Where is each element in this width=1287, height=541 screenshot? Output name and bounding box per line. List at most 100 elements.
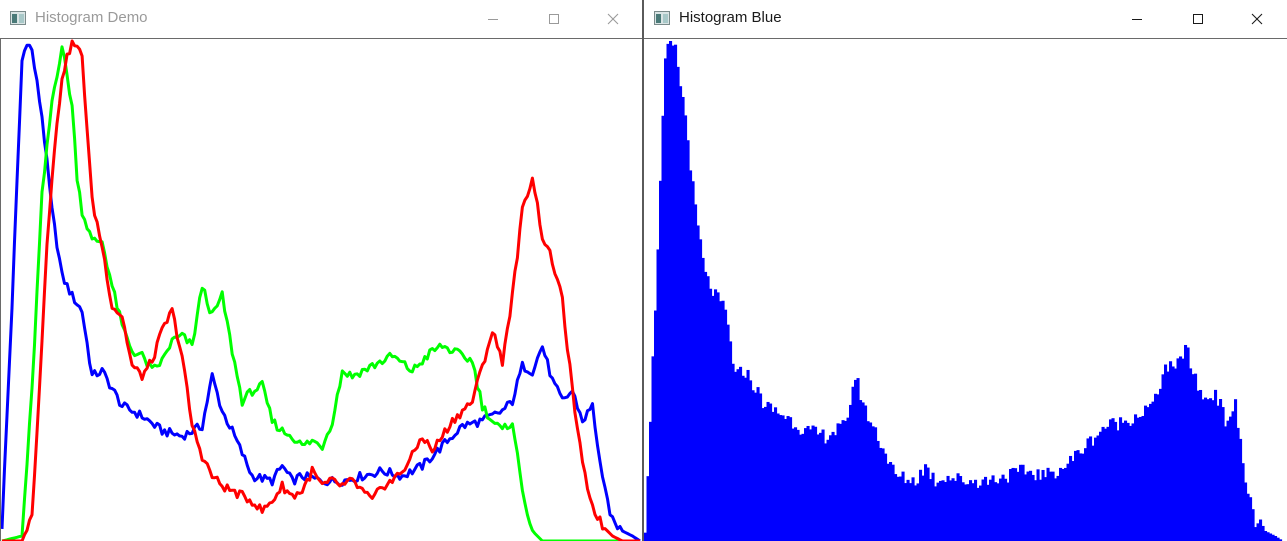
histogram-bar [681,96,685,541]
histogram-bar [1231,411,1235,541]
close-button[interactable] [1234,0,1280,37]
histogram-bar [1181,358,1185,541]
histogram-bar [901,471,905,541]
histogram-bar [669,41,673,541]
histogram-bar [831,431,835,541]
histogram-bar [734,371,738,541]
histogram-bar [721,300,725,541]
histogram-bar [1266,532,1270,541]
histogram-bar [866,421,870,541]
histogram-demo-titlebar[interactable]: Histogram Demo [0,0,642,37]
histogram-bar [861,402,865,541]
histogram-bar [1119,417,1123,541]
window-divider [641,0,644,541]
histogram-bar [1029,470,1033,541]
histogram-bar [1111,418,1115,541]
close-button[interactable] [590,0,636,37]
histogram-bar [834,435,838,541]
histogram-bar [1049,471,1053,541]
histogram-bar [839,423,843,541]
histogram-bar [666,43,670,541]
histogram-bar [664,58,668,541]
histogram-bar [751,390,755,541]
histogram-bar [919,469,923,541]
histogram-bar [989,479,993,541]
histogram-bar [796,429,800,541]
maximize-button[interactable] [1175,0,1221,37]
histogram-bar [706,276,710,541]
histogram-blue-window[interactable]: Histogram Blue [644,0,1287,541]
histogram-bar [931,472,935,541]
histogram-bar [1061,468,1065,541]
close-icon [1251,13,1263,24]
histogram-bar [811,425,815,541]
histogram-bar [789,417,793,541]
histogram-bar [954,480,958,541]
histogram-bar [1196,390,1200,541]
histogram-bar [946,475,950,541]
histogram-bar [716,292,720,541]
histogram-bar [1224,426,1228,541]
histogram-bar [1044,477,1048,541]
histogram-bar [1226,420,1230,541]
histogram-bar [1006,482,1010,541]
minimize-button[interactable] [470,0,516,37]
histogram-bar [921,475,925,541]
histogram-bar [1236,427,1240,541]
histogram-bar [1264,531,1268,541]
histogram-bar [909,483,913,541]
histogram-bar [691,181,695,541]
histogram-bar [1234,399,1238,541]
minimize-icon [488,18,498,20]
histogram-bar [754,392,758,541]
histogram-bar [1039,479,1043,541]
histogram-line-series-2 [2,39,640,541]
histogram-bar [1194,373,1198,541]
histogram-bar [724,309,728,541]
histogram-bar [1081,453,1085,541]
histogram-bar [1189,368,1193,541]
histogram-bar [1089,436,1093,541]
histogram-bar [1134,414,1138,541]
window-title: Histogram Blue [679,9,782,26]
histogram-bar [1161,374,1165,541]
histogram-bar [941,480,945,541]
blue-histogram-bars [644,41,1283,541]
histogram-bar [726,324,730,541]
histogram-bar [844,420,848,541]
histogram-bar [1144,405,1148,541]
histogram-bar [674,44,678,541]
histogram-bar [649,421,653,541]
histogram-bar [689,170,693,541]
maximize-button[interactable] [531,0,577,37]
close-icon [607,13,619,24]
histogram-bar [991,475,995,541]
histogram-bar [1176,358,1180,541]
histogram-bar [804,428,808,541]
histogram-bar [956,473,960,541]
histogram-bar [924,464,928,541]
histogram-bar [904,483,908,541]
histogram-bar [766,401,770,541]
histogram-bar [911,477,915,541]
histogram-bar [1211,400,1215,541]
histogram-bar [704,271,708,541]
histogram-bar [1131,423,1135,541]
histogram-bar [1026,471,1030,541]
histogram-bar [1164,364,1168,541]
histogram-bar [1056,475,1060,541]
histogram-bar [1261,525,1265,541]
histogram-bar [979,485,983,541]
histogram-demo-window[interactable]: Histogram Demo [0,0,642,541]
histogram-bar [996,483,1000,541]
histogram-bar [1091,445,1095,541]
app-icon [10,10,26,26]
histogram-bar [659,180,663,541]
histogram-bar [961,482,965,541]
minimize-button[interactable] [1114,0,1160,37]
histogram-blue-titlebar[interactable]: Histogram Blue [644,0,1287,37]
histogram-bar [1084,448,1088,541]
histogram-bar [661,115,665,541]
histogram-bar [971,483,975,541]
histogram-bar [816,434,820,541]
